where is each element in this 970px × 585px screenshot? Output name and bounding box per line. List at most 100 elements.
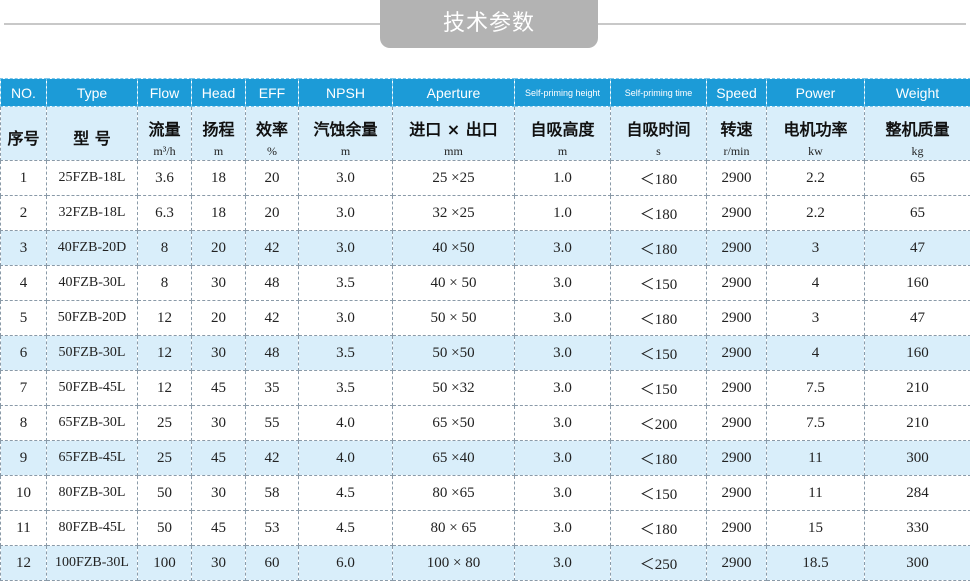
cell-aperture: 50 ×32 bbox=[392, 370, 515, 406]
cell-aperture: 25 ×25 bbox=[392, 160, 515, 196]
cell-no: 7 bbox=[0, 370, 47, 406]
table-row: 7 50FZB-45L 12 45 35 3.5 50 ×32 3.0 ＜150 2900 7.5 2… bbox=[0, 370, 970, 406]
header-unit: kw bbox=[808, 144, 823, 158]
cell-power: 2.2 bbox=[766, 195, 865, 231]
cell-type: 50FZB-20D bbox=[46, 300, 138, 336]
cell-no: 4 bbox=[0, 265, 47, 301]
cell-no: 3 bbox=[0, 230, 47, 266]
header-no: NO. bbox=[0, 78, 47, 107]
cell-flow: 3.6 bbox=[137, 160, 192, 196]
header-cn-power: 电机功率 kw bbox=[766, 106, 865, 161]
cell-speed: 2900 bbox=[706, 300, 767, 336]
header-row-chinese: 序号 型 号 流量 m³/h 扬程 m 效率% 汽蚀余量 m 进口 × 出口 mm 自吸高度 m 自吸时间… bbox=[0, 106, 970, 161]
cell-flow: 25 bbox=[137, 440, 192, 476]
cell-type: 100FZB-30L bbox=[46, 545, 138, 581]
cell-npsh: 3.5 bbox=[298, 265, 393, 301]
cell-power: 11 bbox=[766, 440, 865, 476]
cell-aperture: 50 × 50 bbox=[392, 300, 515, 336]
cell-eff: 48 bbox=[245, 265, 299, 301]
table-row: 11 80FZB-45L 50 45 53 4.5 80 × 65 3.0 ＜180 2900 15… bbox=[0, 510, 970, 546]
cell-aperture: 40 × 50 bbox=[392, 265, 515, 301]
cell-power: 7.5 bbox=[766, 405, 865, 441]
cell-no: 8 bbox=[0, 405, 47, 441]
cell-head: 30 bbox=[191, 335, 246, 371]
cell-type: 40FZB-20D bbox=[46, 230, 138, 266]
table-row: 3 40FZB-20D 8 20 42 3.0 40 ×50 3.0 ＜180 2900 3 47 bbox=[0, 230, 970, 266]
header-aperture: Aperture bbox=[392, 78, 515, 107]
cell-self-priming-time: ＜150 bbox=[610, 475, 707, 511]
cell-npsh: 3.0 bbox=[298, 160, 393, 196]
cell-npsh: 3.5 bbox=[298, 335, 393, 371]
header-unit: kg bbox=[911, 144, 924, 158]
cell-self-priming-height: 3.0 bbox=[514, 230, 611, 266]
cell-weight: 160 bbox=[864, 335, 970, 371]
cell-type: 65FZB-30L bbox=[46, 405, 138, 441]
header-unit: m bbox=[340, 144, 351, 158]
header-unit: % bbox=[267, 144, 277, 158]
header-unit: m bbox=[213, 144, 224, 158]
cell-speed: 2900 bbox=[706, 160, 767, 196]
cell-head: 30 bbox=[191, 405, 246, 441]
cell-weight: 210 bbox=[864, 405, 970, 441]
cell-npsh: 4.0 bbox=[298, 440, 393, 476]
cell-no: 6 bbox=[0, 335, 47, 371]
header-cn-label: 转速 bbox=[720, 120, 753, 139]
cell-self-priming-height: 3.0 bbox=[514, 335, 611, 371]
header-cn-flow: 流量 m³/h bbox=[137, 106, 192, 161]
header-self-priming-height: Self-priming height bbox=[514, 78, 611, 107]
cell-eff: 60 bbox=[245, 545, 299, 581]
cell-npsh: 3.0 bbox=[298, 195, 393, 231]
header-cn-label: 流量 bbox=[148, 120, 181, 139]
cell-weight: 160 bbox=[864, 265, 970, 301]
header-cn-weight: 整机质量 kg bbox=[864, 106, 970, 161]
cell-self-priming-time: ＜180 bbox=[610, 160, 707, 196]
cell-eff: 53 bbox=[245, 510, 299, 546]
cell-npsh: 4.5 bbox=[298, 510, 393, 546]
cell-power: 11 bbox=[766, 475, 865, 511]
cell-head: 18 bbox=[191, 160, 246, 196]
cell-speed: 2900 bbox=[706, 230, 767, 266]
cell-self-priming-time: ＜250 bbox=[610, 545, 707, 581]
cell-no: 9 bbox=[0, 440, 47, 476]
cell-type: 40FZB-30L bbox=[46, 265, 138, 301]
header-head: Head bbox=[191, 78, 246, 107]
header-power: Power bbox=[766, 78, 865, 107]
cell-flow: 8 bbox=[137, 265, 192, 301]
cell-self-priming-time: ＜180 bbox=[610, 230, 707, 266]
cell-npsh: 3.0 bbox=[298, 300, 393, 336]
cell-power: 18.5 bbox=[766, 545, 865, 581]
cell-speed: 2900 bbox=[706, 510, 767, 546]
table-row: 12 100FZB-30L 100 30 60 6.0 100 × 80 3.0 ＜250 290… bbox=[0, 545, 970, 581]
spec-table: NO. Type Flow Head EFF NPSH Aperture Self-primi… bbox=[0, 78, 970, 581]
cell-weight: 330 bbox=[864, 510, 970, 546]
cell-flow: 50 bbox=[137, 475, 192, 511]
cell-eff: 20 bbox=[245, 195, 299, 231]
cell-self-priming-height: 3.0 bbox=[514, 405, 611, 441]
cell-power: 15 bbox=[766, 510, 865, 546]
cell-npsh: 6.0 bbox=[298, 545, 393, 581]
cell-aperture: 80 ×65 bbox=[392, 475, 515, 511]
table-row: 2 32FZB-18L 6.3 18 20 3.0 32 ×25 1.0 ＜180 2900 2.2… bbox=[0, 195, 970, 231]
cell-no: 1 bbox=[0, 160, 47, 196]
cell-aperture: 65 ×40 bbox=[392, 440, 515, 476]
cell-aperture: 32 ×25 bbox=[392, 195, 515, 231]
cell-eff: 42 bbox=[245, 440, 299, 476]
cell-flow: 6.3 bbox=[137, 195, 192, 231]
header-unit: mm bbox=[444, 144, 463, 158]
cell-self-priming-time: ＜200 bbox=[610, 405, 707, 441]
cell-speed: 2900 bbox=[706, 370, 767, 406]
cell-speed: 2900 bbox=[706, 265, 767, 301]
cell-self-priming-height: 3.0 bbox=[514, 300, 611, 336]
cell-speed: 2900 bbox=[706, 195, 767, 231]
cell-head: 20 bbox=[191, 230, 246, 266]
section-title: 技术参数 bbox=[380, 0, 598, 48]
cell-flow: 25 bbox=[137, 405, 192, 441]
cell-weight: 47 bbox=[864, 230, 970, 266]
cell-eff: 42 bbox=[245, 230, 299, 266]
cell-weight: 300 bbox=[864, 545, 970, 581]
cell-type: 32FZB-18L bbox=[46, 195, 138, 231]
cell-self-priming-time: ＜150 bbox=[610, 335, 707, 371]
table-row: 8 65FZB-30L 25 30 55 4.0 65 ×50 3.0 ＜200 2900 7.5 2… bbox=[0, 405, 970, 441]
cell-npsh: 3.0 bbox=[298, 230, 393, 266]
header-cn-label: 序号 bbox=[7, 129, 40, 148]
